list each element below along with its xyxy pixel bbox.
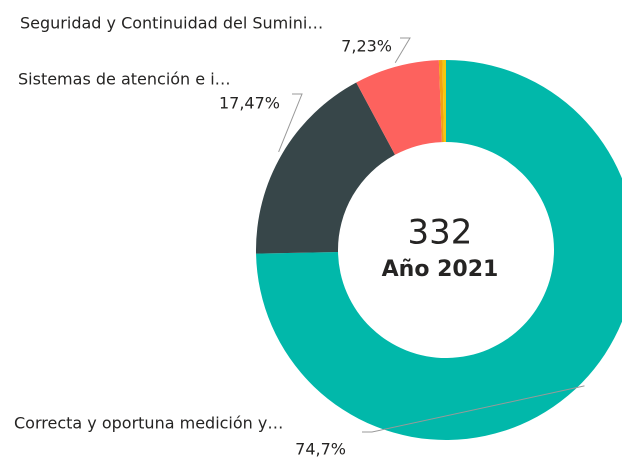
slice-name: Sistemas de atención e i… [18, 70, 231, 89]
donut-slice [438, 60, 444, 143]
slice-name: Correcta y oportuna medición y… [14, 414, 283, 433]
donut-slice [256, 60, 622, 440]
leader-line [362, 385, 585, 433]
slice-value-label: 17,47% [219, 94, 280, 113]
slice-value-label: 7,23% [341, 37, 392, 56]
center-label: Año 2021 [382, 257, 499, 282]
slice-name: Seguridad y Continuidad del Sumini… [20, 14, 323, 33]
donut-slice [256, 82, 395, 254]
slice-value-label: 74,7% [295, 440, 346, 459]
donut-slice [442, 60, 446, 143]
donut-slice [356, 60, 442, 155]
leader-line [394, 37, 411, 64]
center-value: 332 [408, 213, 473, 253]
leader-line [278, 93, 303, 153]
